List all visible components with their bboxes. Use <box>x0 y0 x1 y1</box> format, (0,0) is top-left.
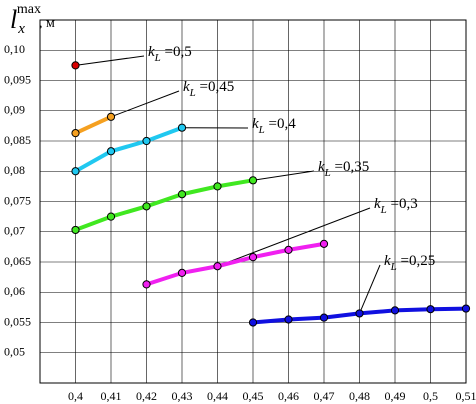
leader-line <box>252 170 315 181</box>
x-tick-label: 0,4 <box>68 389 83 403</box>
label-text: =0,25 <box>397 253 435 269</box>
data-point <box>177 123 187 132</box>
y-label-sup: max <box>17 2 41 17</box>
data-point <box>142 280 151 289</box>
label-k: k <box>384 253 391 269</box>
data-point <box>426 305 435 314</box>
x-tick-label: 0,51 <box>456 389 476 403</box>
label-text: =0,4 <box>265 116 296 132</box>
series-label: kL =0,3 <box>374 196 418 215</box>
data-point <box>319 313 329 322</box>
y-tick-label: 0,06 <box>4 284 25 298</box>
data-point <box>213 182 222 191</box>
y-tick-label: 0,07 <box>4 224 25 238</box>
x-tick-label: 0,46 <box>278 389 299 403</box>
label-k: k <box>252 116 259 132</box>
data-point <box>390 306 400 315</box>
y-label-base: l <box>10 5 17 34</box>
data-point <box>213 262 222 271</box>
data-point <box>71 129 80 138</box>
data-point <box>284 245 293 254</box>
x-tick-label: 0,5 <box>423 389 438 403</box>
series-line <box>145 241 325 287</box>
label-sub: L <box>324 167 331 179</box>
label-k: k <box>318 159 325 175</box>
leader-line <box>217 207 371 267</box>
label-sub: L <box>258 124 265 136</box>
leader-line <box>75 55 145 66</box>
series-label: kL =0,4 <box>252 116 296 135</box>
series-line <box>74 178 254 232</box>
y-tick-label: 0,065 <box>4 254 31 268</box>
y-label-unit: , м <box>39 16 55 31</box>
series-line <box>74 114 112 135</box>
data-point <box>319 239 329 248</box>
data-point <box>71 225 80 235</box>
data-point <box>248 253 258 262</box>
leader-line <box>359 264 381 314</box>
y-tick-label: 0,055 <box>4 314 31 328</box>
data-point <box>71 167 80 176</box>
data-point <box>71 61 80 70</box>
x-tick-label: 0,49 <box>385 389 406 403</box>
label-text: =0,45 <box>196 79 234 95</box>
series-label: kL =0,25 <box>384 253 435 272</box>
label-k: k <box>374 196 381 212</box>
x-tick-label: 0,43 <box>172 389 193 403</box>
x-tick-label: 0,42 <box>136 389 157 403</box>
label-text: =0,35 <box>331 159 369 175</box>
y-tick-label: 0,08 <box>4 163 25 177</box>
label-sub: L <box>390 261 397 273</box>
data-point <box>106 147 116 156</box>
data-point <box>284 315 293 324</box>
y-tick-label: 0,095 <box>4 72 31 86</box>
series-label: kL =0,35 <box>318 159 369 178</box>
x-tick-label: 0,44 <box>207 389 228 403</box>
y-tick-label: 0,075 <box>4 193 31 207</box>
y-tick-label: 0,05 <box>4 345 25 359</box>
series-label: kL =0,45 <box>183 79 234 98</box>
label-text: =0,3 <box>387 196 418 212</box>
x-tick-label: 0,47 <box>314 389 335 403</box>
data-point <box>177 190 187 199</box>
x-tick-label: 0,48 <box>349 389 370 403</box>
series-line <box>74 125 183 173</box>
leader-line <box>110 90 180 118</box>
data-point <box>142 136 151 146</box>
series-label: kL =0,5 <box>148 44 192 63</box>
data-point <box>248 318 258 327</box>
data-point <box>177 268 187 277</box>
x-tick-label: 0,41 <box>101 389 122 403</box>
y-tick-label: 0,10 <box>4 42 25 56</box>
y-tick-label: 0,09 <box>4 103 25 117</box>
label-sub: L <box>189 87 196 99</box>
label-text: =0,5 <box>161 44 192 60</box>
label-k: k <box>148 44 155 60</box>
data-point <box>355 309 364 318</box>
label-sub: L <box>380 204 387 216</box>
y-label-sub: x <box>17 21 25 37</box>
label-sub: L <box>154 52 161 64</box>
data-point <box>461 304 471 313</box>
label-k: k <box>183 79 190 95</box>
data-point <box>106 112 116 121</box>
x-tick-label: 0,45 <box>243 389 264 403</box>
data-point <box>248 176 258 185</box>
data-point <box>106 212 116 221</box>
data-point <box>142 202 151 211</box>
y-tick-label: 0,085 <box>4 133 31 147</box>
